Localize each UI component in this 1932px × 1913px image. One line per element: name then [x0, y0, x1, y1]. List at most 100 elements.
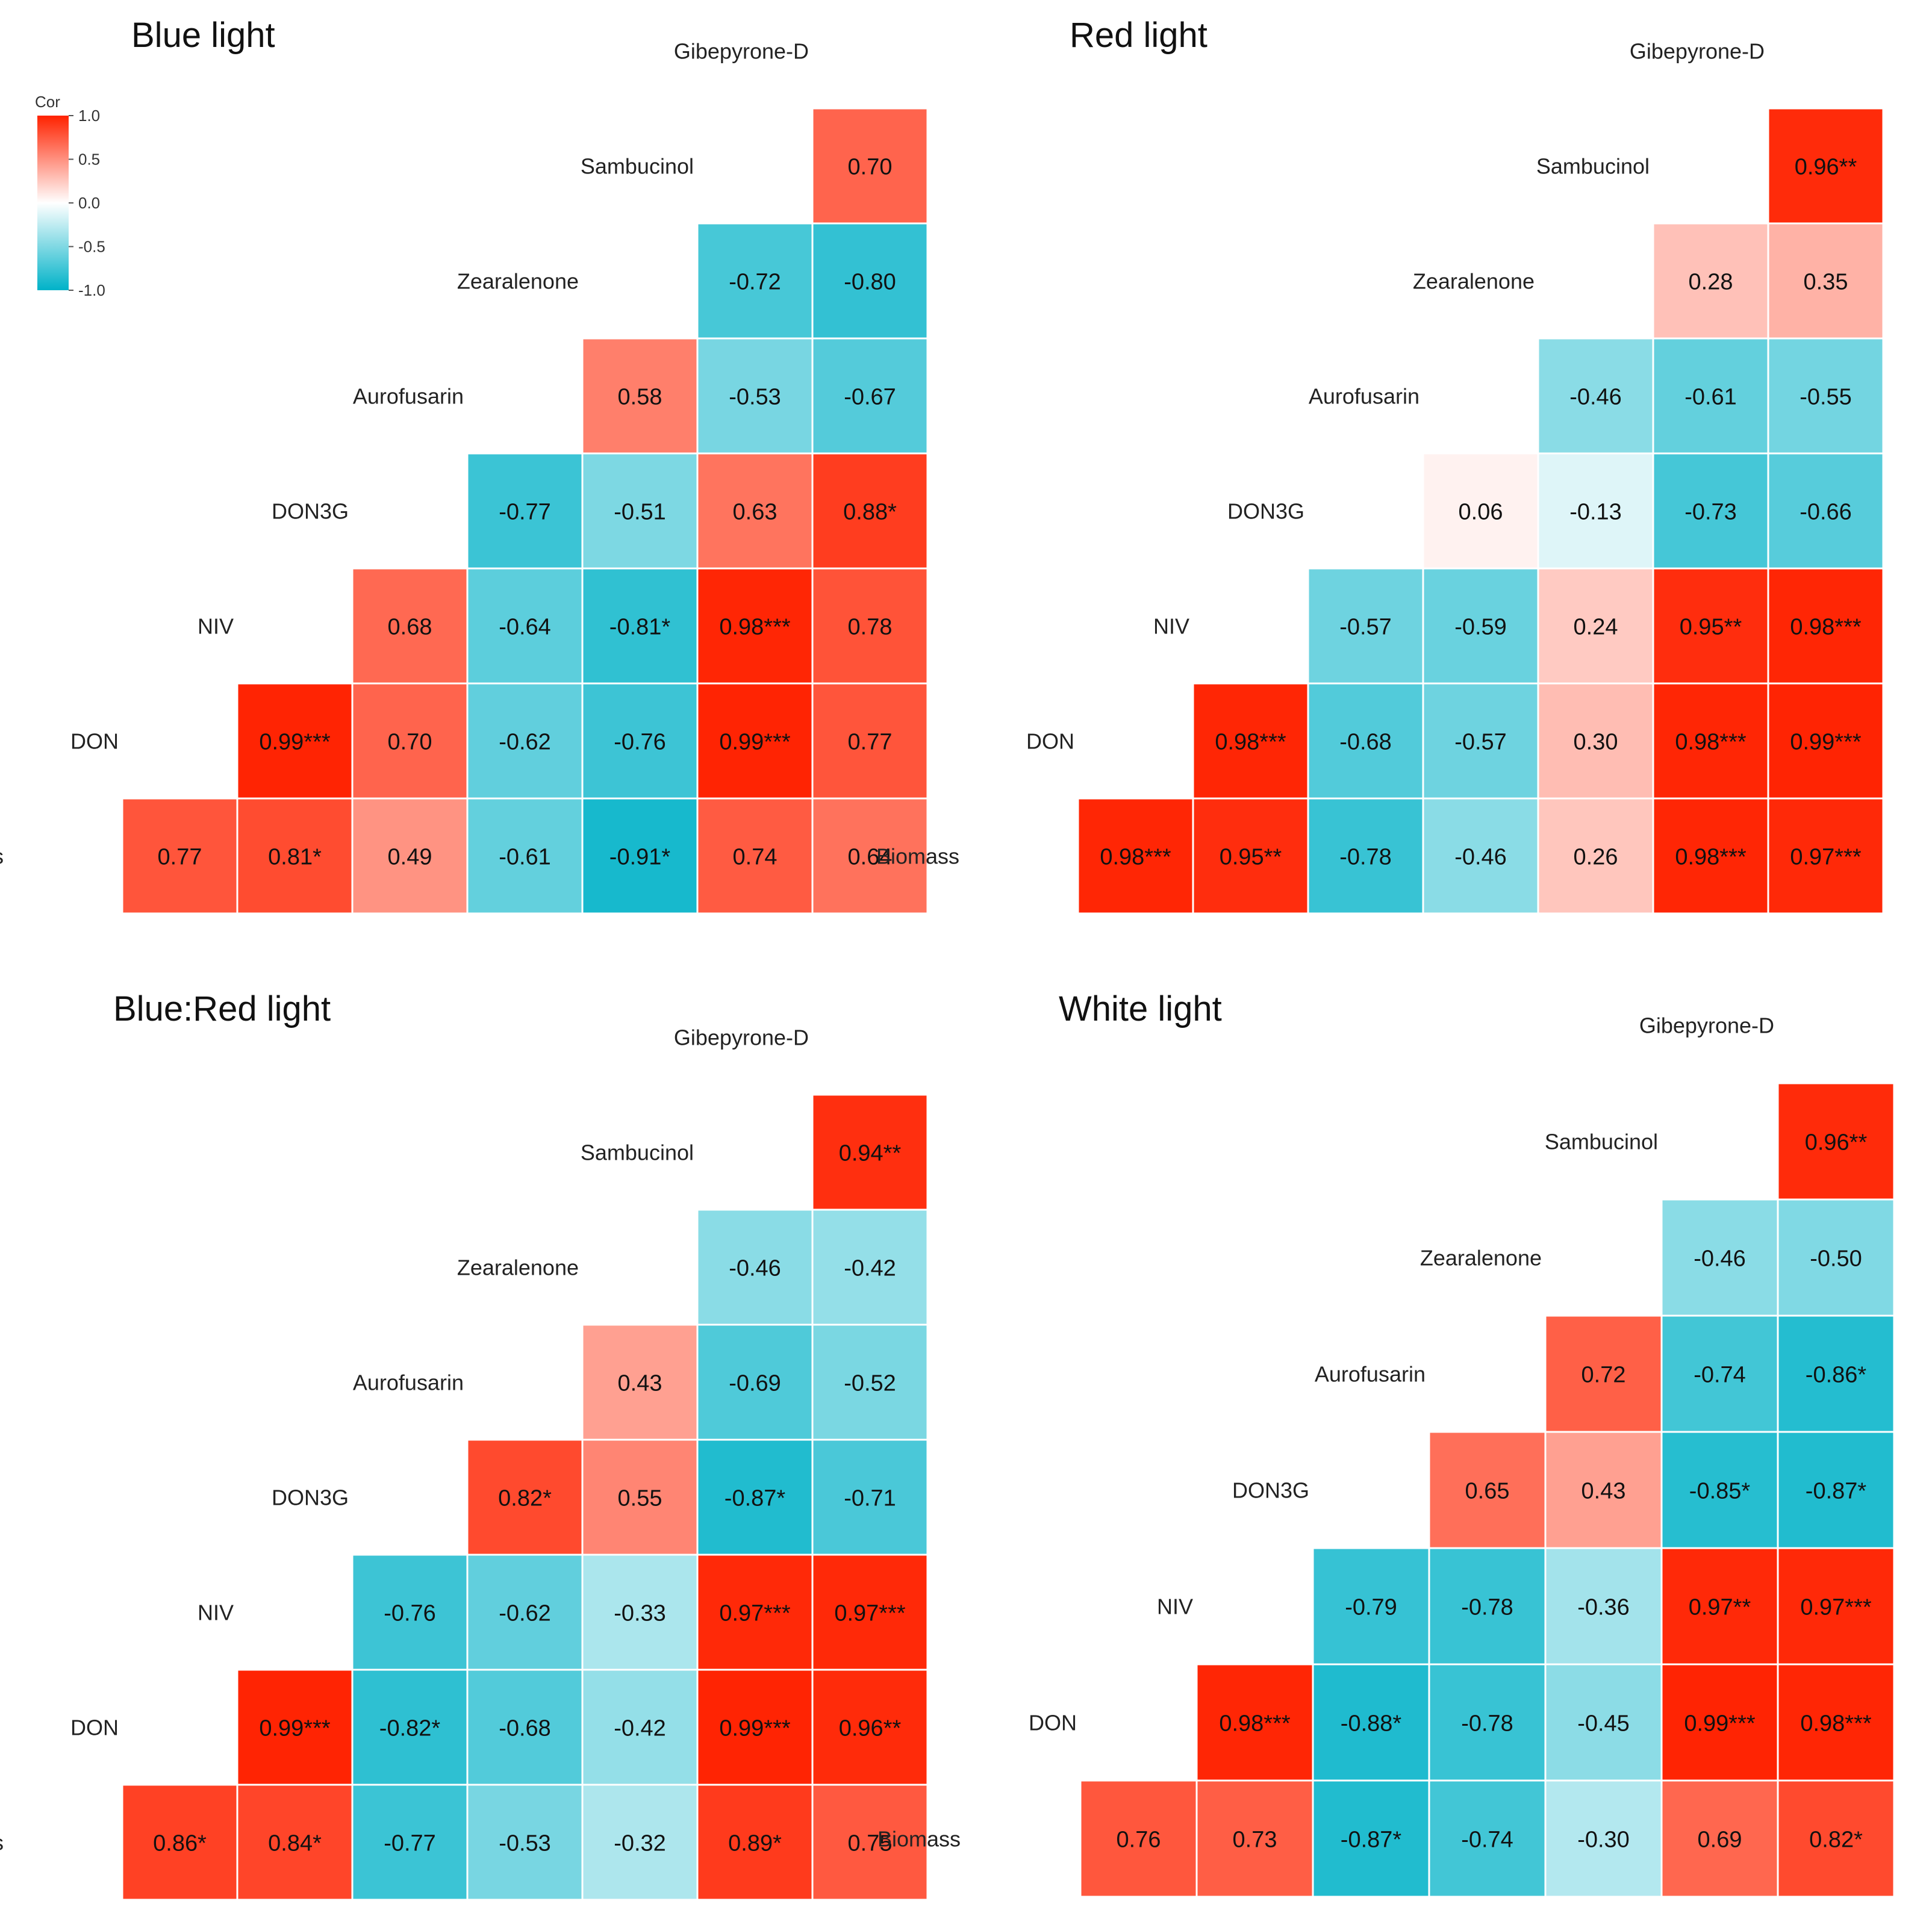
heatmap-cell	[1537, 337, 1654, 455]
heatmap-cell	[696, 337, 814, 455]
cell-value-label: 0.97***	[1800, 1595, 1872, 1620]
panel-title: Red light	[1070, 16, 1208, 55]
heatmap-panel-blue-light: Blue light 0.77 0.81* 0.49 -0.61 -0.91* 0.74 0.…	[0, 16, 929, 915]
cell-value-label: 0.70	[388, 730, 432, 755]
legend-title: Cor	[35, 93, 60, 111]
heatmap-panel-white-light: White light 0.76 0.73 -0.87* -0.74 -0.30 0.69 0…	[877, 989, 1895, 1898]
cell-value-label: -0.78	[1339, 845, 1392, 870]
heatmap-cell	[1767, 682, 1884, 800]
heatmap-cell	[696, 567, 814, 685]
cell-value-label: -0.59	[1454, 615, 1507, 640]
heatmap-cell	[1195, 1779, 1314, 1898]
cell-value-label: 0.99***	[259, 1716, 331, 1741]
cell-value-label: 0.98***	[1215, 730, 1286, 755]
heatmap-cell	[1537, 797, 1654, 915]
cell-value-label: -0.76	[384, 1601, 436, 1626]
variable-label-don: DON	[1026, 729, 1074, 754]
cell-value-label: -0.79	[1345, 1595, 1397, 1620]
cell-value-label: -0.88*	[1341, 1711, 1402, 1737]
cell-value-label: 0.86*	[153, 1831, 207, 1856]
heatmap-cell	[581, 452, 699, 570]
heatmap-cell	[1544, 1663, 1663, 1782]
cell-value-label: 0.95**	[1220, 845, 1282, 870]
heatmap-cell	[1195, 1663, 1314, 1782]
heatmap-cell	[1777, 1431, 1895, 1549]
cell-value-label: -0.50	[1810, 1246, 1862, 1272]
cell-value-label: 0.65	[1465, 1479, 1510, 1504]
cell-value-label: 0.82*	[1809, 1827, 1863, 1853]
cell-value-label: 0.63	[733, 500, 777, 525]
heatmap-cell	[1422, 452, 1539, 570]
cell-value-label: -0.51	[614, 500, 666, 525]
cell-value-label: 0.28	[1689, 270, 1733, 295]
heatmap-cell	[1079, 1779, 1198, 1898]
cell-value-label: 0.99***	[1790, 730, 1862, 755]
heatmap-cell	[121, 797, 238, 915]
cell-value-label: 0.55	[618, 1486, 662, 1511]
heatmap-cell	[811, 1093, 929, 1211]
variable-label-biomass: Biomass	[0, 1831, 4, 1855]
heatmap-cell	[1422, 682, 1539, 800]
color-legend: Cor 1.0 0.5 0.0 -0.5 -1.0	[35, 93, 105, 299]
cell-value-label: -0.46	[1694, 1246, 1746, 1272]
cell-value-label: -0.77	[384, 1831, 436, 1856]
variable-label-gibepyrone-d: Gibepyrone-D	[674, 1025, 809, 1050]
heatmap-cell	[581, 1669, 699, 1786]
cell-value-label: -0.64	[499, 615, 551, 640]
heatmap-cell	[1312, 1779, 1430, 1898]
cell-value-label: -0.42	[844, 1256, 896, 1281]
heatmap-cell	[1537, 567, 1654, 685]
cell-value-label: -0.32	[614, 1831, 666, 1856]
cell-value-label: 0.98***	[719, 615, 791, 640]
heatmap-cell	[696, 1554, 814, 1671]
panel-title: Blue light	[131, 16, 275, 55]
cell-value-label: 0.68	[388, 615, 432, 640]
cell-value-label: 0.30	[1574, 730, 1618, 755]
cell-value-label: 0.75	[848, 1831, 893, 1856]
cell-value-label: -0.87*	[1341, 1827, 1402, 1853]
heatmap-cell	[1767, 797, 1884, 915]
heatmap-cell	[581, 1439, 699, 1556]
heatmap-cell	[466, 452, 584, 570]
heatmap-cell	[581, 682, 699, 800]
cell-value-label: 0.95**	[1680, 615, 1742, 640]
variable-label-don: DON	[70, 1715, 119, 1740]
heatmap-cell	[351, 1554, 469, 1671]
heatmap-cell	[811, 682, 929, 800]
cell-value-label: 0.73	[1233, 1827, 1277, 1853]
cell-value-label: 0.77	[848, 730, 893, 755]
heatmap-cell	[351, 567, 469, 685]
heatmap-cell	[811, 222, 929, 340]
heatmap-cell	[1307, 682, 1424, 800]
heatmap-cell	[1428, 1663, 1547, 1782]
cell-value-label: 0.96**	[1795, 155, 1857, 180]
cell-value-label: 0.24	[1574, 615, 1618, 640]
heatmap-cell	[1544, 1779, 1663, 1898]
cell-value-label: -0.57	[1339, 615, 1392, 640]
cell-value-label: -0.46	[1454, 845, 1507, 870]
cell-value-label: -0.85*	[1689, 1479, 1751, 1504]
heatmap-cell	[1660, 1663, 1779, 1782]
cell-value-label: -0.68	[499, 1716, 551, 1741]
legend-tick-label: -1.0	[78, 281, 105, 299]
cell-value-label: 0.98***	[1790, 615, 1862, 640]
cell-value-label: 0.69	[1698, 1827, 1742, 1853]
cell-value-label: -0.91*	[609, 845, 671, 870]
legend-colorbar	[37, 116, 69, 290]
variable-label-aurofusarin: Aurofusarin	[353, 1370, 464, 1395]
heatmap-cell	[1652, 682, 1769, 800]
heatmap-cell	[811, 1439, 929, 1556]
cell-value-label: -0.53	[729, 385, 781, 410]
cell-value-label: -0.80	[844, 270, 896, 295]
heatmap-cell	[1777, 1082, 1895, 1201]
cell-value-label: -0.61	[1684, 385, 1737, 410]
cell-value-label: -0.68	[1339, 730, 1392, 755]
cell-value-label: 0.99***	[1684, 1711, 1756, 1737]
heatmap-cell	[1660, 1547, 1779, 1666]
cell-value-label: -0.73	[1684, 500, 1737, 525]
variable-label-biomass: Biomass	[876, 844, 959, 869]
variable-label-biomass: Biomass	[877, 1827, 961, 1852]
variable-label-gibepyrone-d: Gibepyrone-D	[1630, 39, 1765, 64]
heatmap-cell	[466, 1439, 584, 1556]
